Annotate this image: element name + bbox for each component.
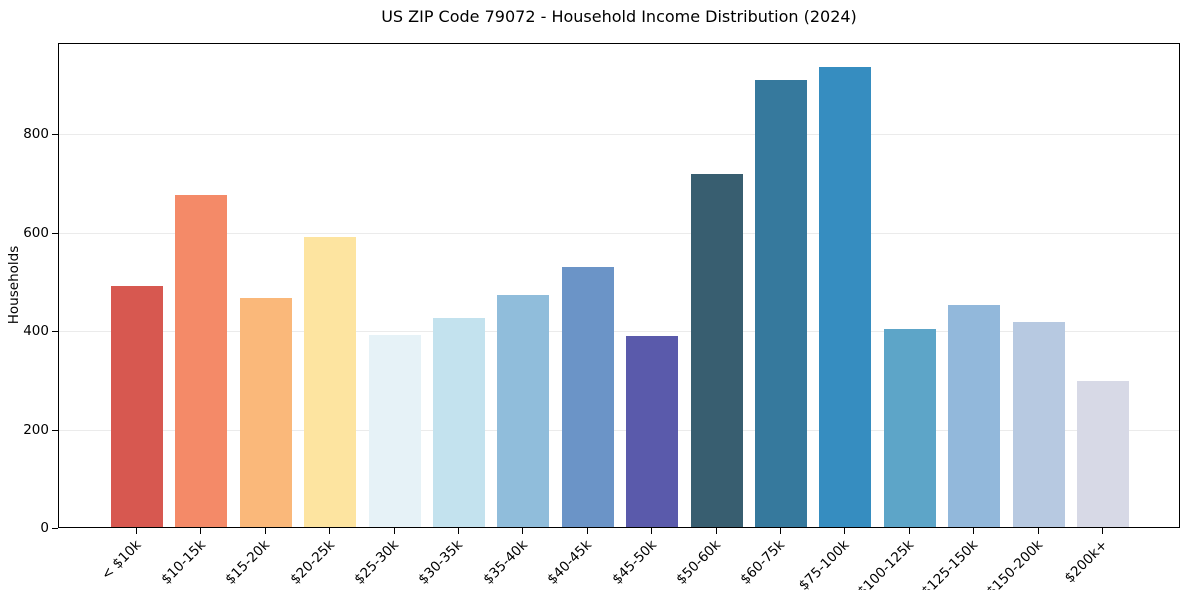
- y-tick-label: 800: [23, 126, 49, 143]
- plot-area: [58, 43, 1180, 528]
- bar: [883, 329, 936, 527]
- bar: [948, 305, 1001, 527]
- x-tick-label: $15-20k: [222, 537, 274, 588]
- x-tick-mark: [135, 528, 137, 534]
- bar: [626, 335, 679, 527]
- x-tick-mark: [264, 528, 266, 534]
- bar: [690, 173, 743, 527]
- x-tick-mark: [715, 528, 717, 534]
- x-tick-mark: [1102, 528, 1104, 534]
- bar: [561, 267, 614, 527]
- x-tick-mark: [780, 528, 782, 534]
- x-tick-mark: [586, 528, 588, 534]
- bar: [1012, 321, 1065, 527]
- x-tick-mark: [522, 528, 524, 534]
- bar: [239, 298, 292, 527]
- x-tick-label: $50-60k: [673, 537, 724, 588]
- bar: [175, 194, 228, 527]
- x-tick-label: $75-100k: [796, 537, 853, 590]
- x-tick-label: $60-75k: [737, 537, 789, 588]
- gridline: [59, 134, 1179, 136]
- x-tick-label: $30-35k: [415, 537, 467, 588]
- x-tick-label: $35-40k: [480, 537, 531, 588]
- y-tick-label: 400: [23, 323, 49, 340]
- x-tick-mark: [1037, 528, 1039, 534]
- y-tick-mark: [52, 331, 58, 333]
- x-tick-label: $150-200k: [983, 537, 1046, 590]
- x-tick-mark: [651, 528, 653, 534]
- gridline: [59, 232, 1179, 234]
- bar: [110, 285, 163, 527]
- gridline: [59, 429, 1179, 431]
- y-tick-label: 0: [40, 520, 49, 536]
- x-tick-mark: [973, 528, 975, 534]
- x-tick-mark: [200, 528, 202, 534]
- x-tick-label: < $10k: [98, 537, 145, 584]
- x-tick-mark: [329, 528, 331, 534]
- bar: [304, 237, 357, 527]
- y-tick-label: 600: [23, 224, 49, 241]
- bar: [755, 79, 808, 527]
- x-tick-mark: [393, 528, 395, 534]
- gridline: [59, 331, 1179, 333]
- y-axis-label: Households: [6, 245, 22, 325]
- chart-title: US ZIP Code 79072 - Household Income Dis…: [381, 7, 857, 26]
- bar: [1077, 381, 1130, 527]
- y-tick-label: 200: [23, 421, 49, 438]
- x-tick-label: $10-15k: [157, 537, 209, 588]
- x-tick-mark: [844, 528, 846, 534]
- bar: [368, 334, 421, 527]
- x-tick-label: $25-30k: [351, 537, 402, 588]
- x-tick-label: $20-25k: [286, 537, 338, 588]
- x-tick-mark: [908, 528, 910, 534]
- x-tick-label: $45-50k: [608, 537, 660, 588]
- bar: [819, 67, 872, 527]
- bar: [497, 294, 550, 527]
- x-tick-label: $200k+: [1061, 537, 1111, 587]
- x-tick-mark: [457, 528, 459, 534]
- bar: [432, 317, 485, 527]
- x-tick-label: $100-125k: [854, 537, 918, 590]
- y-tick-mark: [52, 134, 58, 136]
- y-tick-mark: [52, 232, 58, 234]
- y-tick-mark: [52, 528, 58, 529]
- x-tick-label: $125-150k: [918, 537, 982, 590]
- x-tick-label: $40-45k: [544, 537, 596, 588]
- y-tick-mark: [52, 429, 58, 431]
